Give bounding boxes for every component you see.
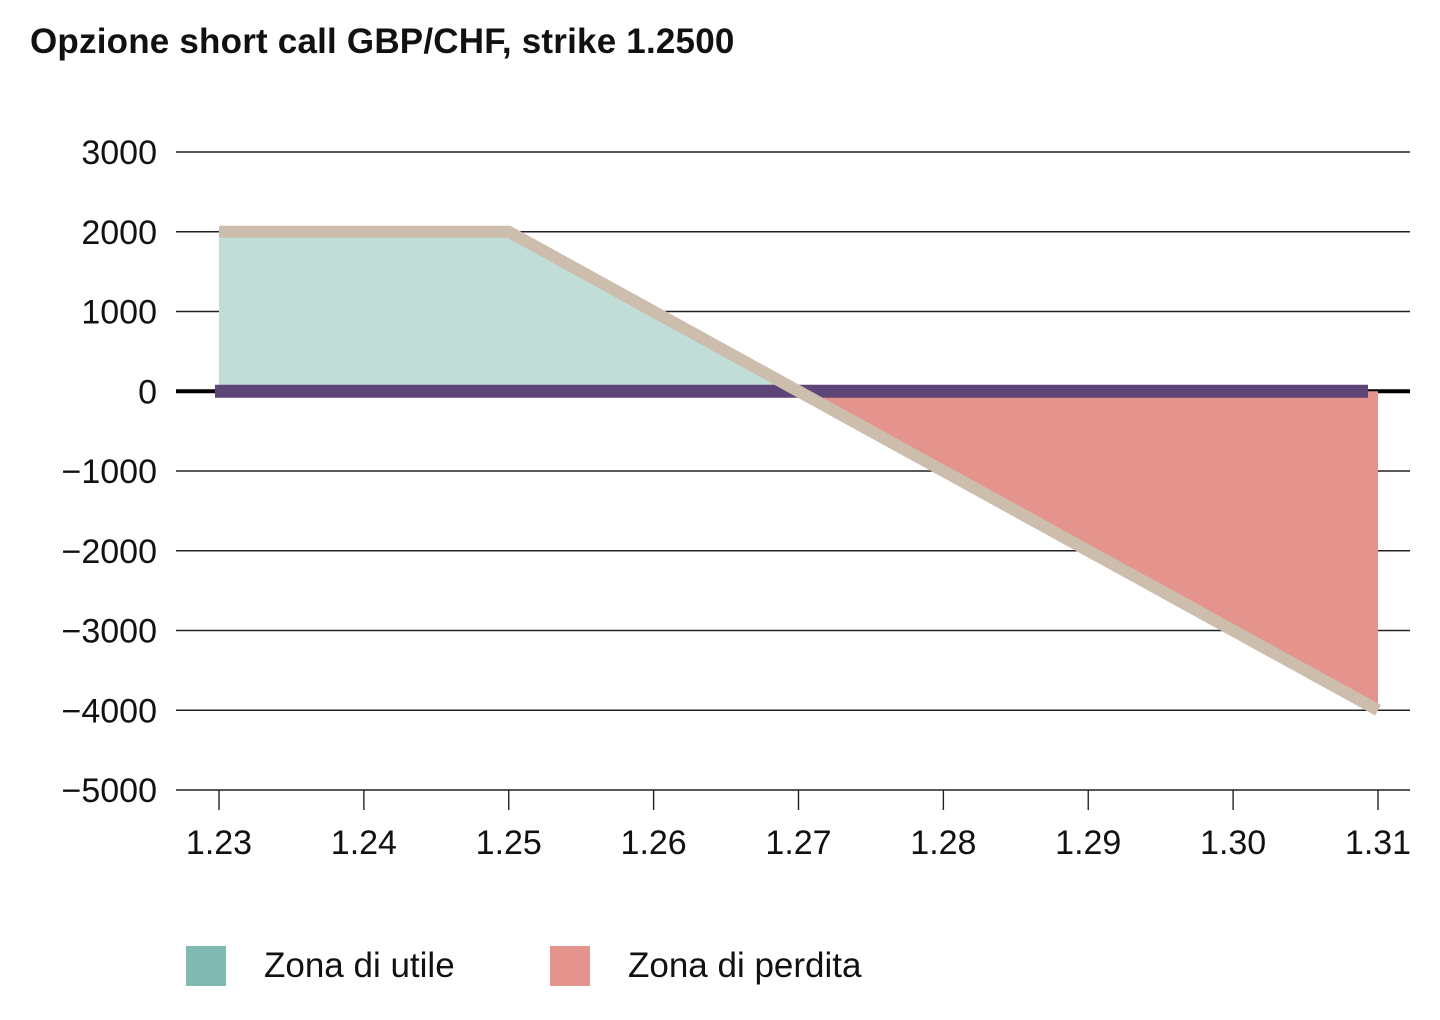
x-tick-label: 1.26 xyxy=(621,824,687,862)
y-tick-label: 1000 xyxy=(81,294,157,332)
x-tick-labels: 1.23 1.24 1.25 1.26 1.27 1.28 1.29 1.30 1.31 xyxy=(186,824,1411,862)
payoff-series xyxy=(219,225,1381,716)
y-tick-label: 3000 xyxy=(81,134,157,172)
y-tick-label: −4000 xyxy=(62,692,158,730)
x-tick-label: 1.29 xyxy=(1055,824,1121,862)
x-tick-label: 1.23 xyxy=(186,824,252,862)
chart-title: Opzione short call GBP/CHF, strike 1.250… xyxy=(30,22,735,61)
x-tick-label: 1.28 xyxy=(910,824,976,862)
x-tick-label: 1.24 xyxy=(331,824,397,862)
x-tick-label: 1.25 xyxy=(476,824,542,862)
legend-label-gain: Zona di utile xyxy=(264,946,455,985)
x-tick-label: 1.30 xyxy=(1200,824,1266,862)
y-tick-label: 2000 xyxy=(81,214,157,252)
y-tick-labels: 3000 2000 1000 0 −1000 −2000 −3000 −4000 −5000 xyxy=(62,134,158,810)
y-tick-label: −1000 xyxy=(62,453,158,491)
y-tick-label: 0 xyxy=(138,373,157,411)
legend-swatch-gain xyxy=(186,946,226,986)
legend-item-loss: Zona di perdita xyxy=(550,946,861,986)
legend-swatch-loss xyxy=(550,946,590,986)
y-tick-label: −2000 xyxy=(62,533,158,571)
gain-zone-area xyxy=(219,231,799,392)
payoff-line xyxy=(219,225,1381,716)
y-tick-label: −5000 xyxy=(62,772,158,810)
x-tick-label: 1.27 xyxy=(765,824,831,862)
x-tick-label: 1.31 xyxy=(1345,824,1411,862)
legend-item-gain: Zona di utile xyxy=(186,946,455,986)
legend-label-loss: Zona di perdita xyxy=(628,946,862,985)
y-tick-label: −3000 xyxy=(62,613,158,651)
